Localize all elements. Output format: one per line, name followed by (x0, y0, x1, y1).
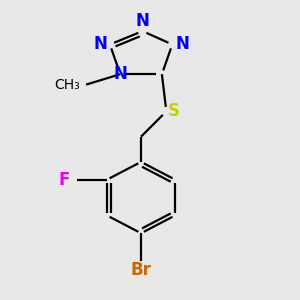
Text: Br: Br (130, 262, 152, 280)
Text: N: N (113, 65, 127, 83)
Text: F: F (58, 171, 70, 189)
Text: S: S (168, 102, 180, 120)
Text: N: N (175, 35, 189, 53)
Text: N: N (93, 35, 107, 53)
Text: CH₃: CH₃ (54, 78, 80, 92)
Text: N: N (136, 12, 149, 30)
